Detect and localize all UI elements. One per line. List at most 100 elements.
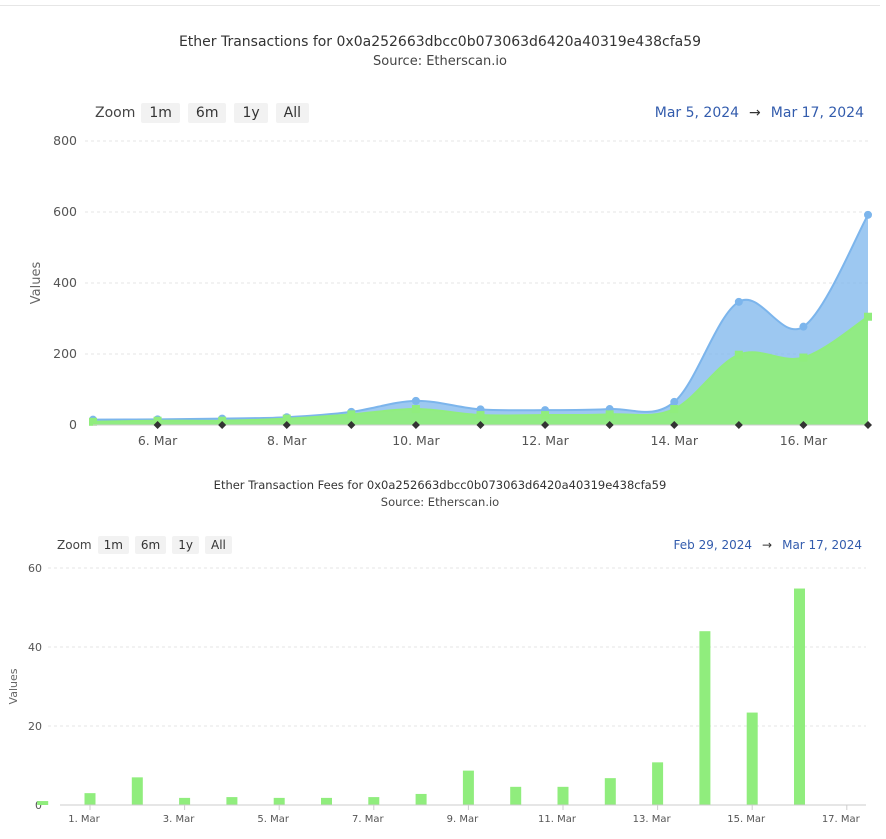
chart1-y-tick-label: 0 [69,417,77,432]
zoom-1m-button[interactable]: 1m [141,103,180,123]
chart2-bar [604,778,616,805]
zoom-label: Zoom [95,105,136,121]
range-arrow: → [749,105,761,121]
chart1-series-2-point [541,411,550,420]
range-from-input[interactable]: Feb 29, 2024 [673,538,753,552]
chart1-series-1-point [734,297,743,306]
chart2-bar [37,801,49,805]
chart1-subtitle: Source: Etherscan.io [373,54,507,69]
chart1-zoom-bar: Zoom 1m 6m 1y All [95,103,317,123]
chart1-series-2-point [799,353,808,362]
chart1-series-2-point [476,411,485,420]
chart2-bar [131,777,143,805]
chart2-x-tick-label: 7. Mar [352,814,384,825]
chart2-y-tick-label: 40 [28,641,42,654]
zoom-label: Zoom [57,538,92,552]
chart1-series-2-point [153,416,162,425]
chart1-x-diamond-marker [670,421,679,429]
chart1-y-tick-label: 600 [53,204,77,219]
chart1-y-axis-label: Values [29,262,44,305]
chart2-x-tick-label: 17. Mar [822,814,861,825]
chart1-series-1-point [799,322,808,331]
zoom-6m-button[interactable]: 6m [187,103,227,123]
chart2-bar [179,797,191,805]
chart2-y-tick-label: 0 [35,799,42,812]
chart2-y-tick-label: 60 [28,562,42,575]
chart2-y-axis-label: Values [7,668,20,704]
chart1-x-diamond-marker [347,421,356,429]
chart1-series-2-point [734,350,743,359]
chart1-x-tick-label: 8. Mar [267,433,307,448]
chart1-x-tick-label: 16. Mar [780,433,828,448]
zoom-1y-button[interactable]: 1y [172,536,199,554]
chart2-bar [368,797,380,805]
chart1-x-diamond-marker [153,421,162,429]
chart1-x-tick-label: 10. Mar [392,433,440,448]
chart2-x-tick-label: 1. Mar [68,814,100,825]
zoom-1y-button[interactable]: 1y [234,103,268,123]
chart2-title: Ether Transaction Fees for 0x0a252663dbc… [213,478,667,492]
chart2-zoom-bar: Zoom 1m 6m 1y All [57,536,238,554]
chart1-series-2-point [864,312,872,321]
zoom-all-button[interactable]: All [205,536,232,554]
chart1-series-1-point [411,396,420,405]
chart1-x-diamond-marker [605,421,614,429]
chart1-x-diamond-marker [218,421,227,429]
chart2-bar [226,797,238,805]
range-from-input[interactable]: Mar 5, 2024 [654,105,740,121]
zoom-6m-button[interactable]: 6m [134,536,167,554]
chart2-x-tick-label: 11. Mar [538,814,577,825]
chart2-bar [321,797,332,805]
chart2-x-tick-label: 9. Mar [447,814,479,825]
chart2-bar [84,793,96,805]
zoom-1m-button[interactable]: 1m [97,536,129,554]
range-arrow: → [762,538,773,552]
chart1-series-2-point [282,414,291,423]
chart1-x-diamond-marker [282,421,291,429]
chart2-x-tick-label: 5. Mar [257,814,289,825]
chart1-x-diamond-marker [799,421,808,429]
chart1-series-2-area [93,316,868,425]
chart1-title: Ether Transactions for 0x0a252663dbcc0b0… [178,34,702,50]
chart2-x-tick-label: 15. Mar [727,814,766,825]
chart2-bar [557,786,569,805]
chart1-series-2-point [670,405,679,414]
chart1-series-2-point [218,416,227,425]
chart1-date-range: Mar 5, 2024 → Mar 17, 2024 [655,105,864,121]
chart1-x-diamond-marker [864,421,872,429]
chart1-y-tick-label: 200 [53,346,77,361]
chart2-bar [746,712,758,805]
chart2-x-tick-label: 3. Mar [163,814,195,825]
chart1-series-1-point [864,210,872,219]
chart2-bar [462,770,474,805]
chart1-x-diamond-marker [734,421,743,429]
chart1-y-tick-label: 400 [53,275,77,290]
chart2-bar [794,588,805,805]
chart2-y-tick-label: 20 [28,720,42,733]
chart2-date-range: Feb 29, 2024 → Mar 17, 2024 [674,538,862,552]
chart1-x-diamond-marker [476,421,485,429]
chart1-x-diamond-marker [541,421,550,429]
chart1-x-tick-label: 6. Mar [138,433,178,448]
top-divider [0,5,880,6]
chart1-x-tick-label: 14. Mar [651,433,699,448]
chart2-x-tick-label: 13. Mar [633,814,672,825]
chart1-x-diamond-marker [411,421,420,429]
chart2-bar [652,762,664,805]
chart1-series-1-point [670,397,679,406]
chart1-series-2-point [347,410,356,419]
chart1-series-2-point [89,417,97,426]
chart2-subtitle: Source: Etherscan.io [380,495,500,509]
chart2-bar [415,793,427,805]
chart1-x-tick-label: 12. Mar [521,433,569,448]
zoom-all-button[interactable]: All [275,103,310,123]
chart2-bar [510,786,522,805]
chart1-y-tick-label: 800 [53,133,77,148]
range-to-input[interactable]: Mar 17, 2024 [782,538,862,552]
chart1-series-2-point [411,405,420,414]
range-to-input[interactable]: Mar 17, 2024 [770,105,864,121]
chart2-bar [273,797,285,805]
chart1-series-2-point [605,410,614,419]
chart2-bar [699,631,711,805]
